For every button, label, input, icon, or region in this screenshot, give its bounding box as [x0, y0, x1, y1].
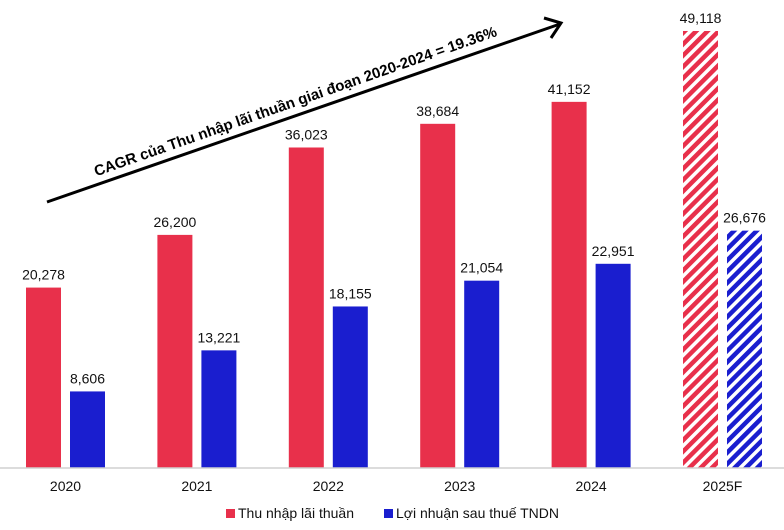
x-tick-label: 2025F: [703, 478, 743, 494]
bar-net-profit-2022: [332, 306, 368, 468]
data-label: 26,676: [723, 210, 766, 226]
bar-net-interest-income-2024: [551, 101, 587, 469]
data-label: 18,155: [329, 285, 372, 301]
data-label: 36,023: [285, 126, 328, 142]
legend-swatch-net-profit: [384, 509, 393, 518]
legend-swatch-net-interest-income: [226, 509, 235, 518]
trend-arrow: [46, 22, 561, 204]
bar-net-profit-2020: [70, 391, 105, 468]
bar-net-interest-income-2022: [288, 147, 324, 468]
data-label: 49,118: [680, 10, 722, 26]
data-label: 41,152: [548, 81, 591, 97]
arrow-head-icon: [543, 16, 564, 39]
data-label: 8,606: [70, 370, 105, 386]
bar-net-interest-income-2020: [26, 287, 61, 468]
bar-net-interest-income-2021: [157, 234, 193, 468]
legend-label-net-profit: Lợi nhuận sau thuế TNDN: [396, 505, 559, 521]
data-label: 13,221: [197, 329, 240, 345]
bar-net-profit-2023: [464, 280, 500, 468]
x-tick-label: 2024: [576, 478, 607, 494]
x-tick-label: 2021: [181, 478, 212, 494]
bar-net-interest-income-2023: [420, 123, 456, 468]
data-label: 38,684: [416, 103, 459, 119]
data-label: 21,054: [460, 260, 503, 276]
legend: Thu nhập lãi thuần Lợi nhuận sau thuế TN…: [226, 505, 559, 521]
bar-net-profit-2021: [201, 350, 237, 468]
x-tick-label: 2022: [313, 478, 344, 494]
bar-net-interest-income-2025F: [683, 30, 718, 469]
legend-label-net-interest-income: Thu nhập lãi thuần: [238, 505, 354, 521]
x-tick-label: 2020: [50, 478, 81, 494]
data-label: 26,200: [153, 214, 196, 230]
bar-net-profit-2024: [595, 263, 631, 468]
x-tick-label: 2023: [444, 478, 475, 494]
bar-net-profit-2025F: [727, 230, 762, 468]
data-label: 22,951: [592, 243, 635, 259]
data-label: 20,278: [22, 267, 65, 283]
